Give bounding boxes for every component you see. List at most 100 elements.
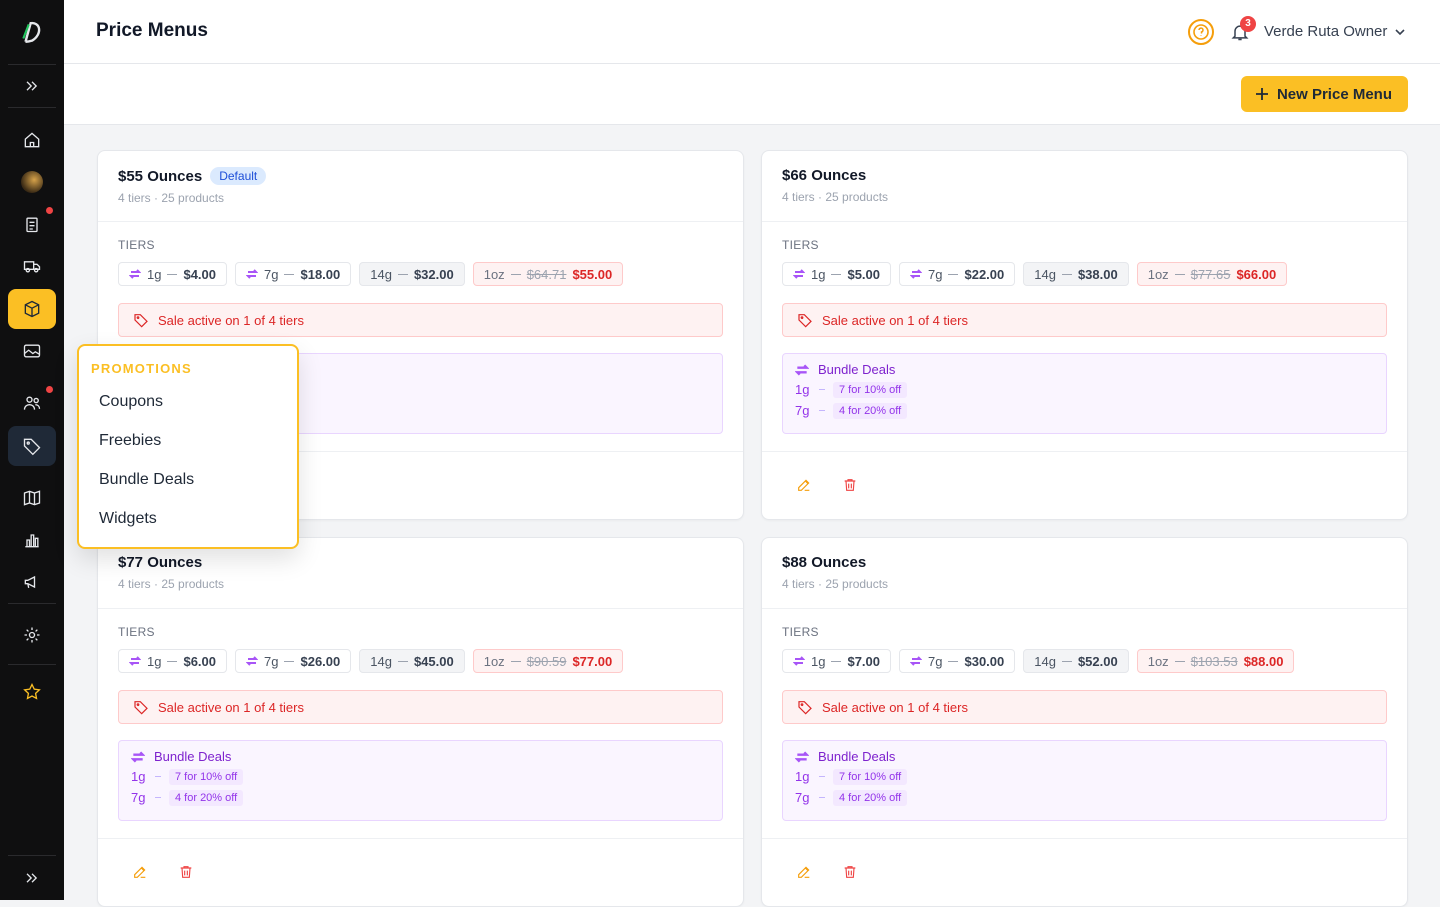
tier-price: $26.00 xyxy=(300,653,341,669)
bundle-deal: 7g 4 for 20% off xyxy=(131,789,710,806)
sale-notice: Sale active on 1 of 4 tiers xyxy=(782,303,1387,337)
menu-name: $55 Ounces xyxy=(118,168,203,185)
edit-button[interactable] xyxy=(796,864,812,885)
nav-settings[interactable] xyxy=(8,615,56,655)
new-price-menu-button[interactable]: New Price Menu xyxy=(1240,76,1408,112)
card-header: $88 Ounces 4 tiers · 25 products xyxy=(762,538,1407,609)
bundle-title: Bundle Deals xyxy=(818,362,896,377)
tier-size: 7g xyxy=(264,653,279,669)
tier-size: 14g xyxy=(370,653,392,669)
tier-size: 14g xyxy=(370,266,392,282)
sale-notice: Sale active on 1 of 4 tiers xyxy=(118,303,723,337)
arrow xyxy=(819,797,825,798)
deal-text: 4 for 20% off xyxy=(169,789,244,806)
logo[interactable] xyxy=(8,12,56,52)
card-actions xyxy=(98,839,743,885)
bundle-deal: 7g 4 for 20% off xyxy=(795,402,1374,419)
tier-chip: 1g $4.00 xyxy=(118,262,228,286)
menu-item[interactable]: Freebies xyxy=(99,432,162,449)
tier-price: $38.00 xyxy=(1077,266,1118,282)
button-label: New Price Menu xyxy=(1276,85,1392,103)
nav-promotions[interactable] xyxy=(8,426,56,466)
nav-delivery[interactable] xyxy=(8,246,56,286)
user-name[interactable]: Verde Ruta Owner xyxy=(1264,23,1388,40)
nav-favorites[interactable] xyxy=(8,672,56,712)
card-actions xyxy=(762,452,1407,498)
deal-size: 7g xyxy=(131,790,146,805)
menu-meta: 4 tiers · 25 products xyxy=(118,577,225,591)
tier-chip: 7g $26.00 xyxy=(235,649,352,673)
tier-chip: 14g $32.00 xyxy=(359,262,465,286)
deal-size: 1g xyxy=(795,769,810,784)
expand[interactable] xyxy=(8,66,56,106)
nav-media[interactable] xyxy=(8,331,56,371)
tier-chip: 7g $30.00 xyxy=(899,649,1016,673)
original-price: $77.65 xyxy=(1190,266,1231,282)
sale-price: $77.00 xyxy=(572,653,613,669)
tiers-label: TIERS xyxy=(118,238,155,252)
tier-price: $6.00 xyxy=(183,653,217,669)
arrow xyxy=(819,389,825,390)
user-menu-chevron[interactable] xyxy=(1394,26,1406,38)
separator xyxy=(510,273,521,275)
nav-orders[interactable] xyxy=(8,204,56,244)
collapse[interactable] xyxy=(8,858,56,898)
card-body: TIERS 1g $6.00 7g $26.00 14g $45.00 1oz $90.59 $7… xyxy=(98,609,743,839)
tier-size: 1oz xyxy=(483,653,505,669)
edit-button[interactable] xyxy=(132,864,148,885)
tier-size: 1oz xyxy=(1147,266,1169,282)
deal-text: 7 for 10% off xyxy=(169,768,244,785)
separator xyxy=(948,660,959,662)
tier-size: 14g xyxy=(1034,653,1056,669)
price-menu-card: $77 Ounces 4 tiers · 25 products TIERS 1g $6… xyxy=(97,537,744,907)
sale-text: Sale active on 1 of 4 tiers xyxy=(822,699,968,715)
delete-button[interactable] xyxy=(842,477,858,498)
sale-price: $66.00 xyxy=(1236,266,1277,282)
deal-size: 7g xyxy=(795,790,810,805)
tier-list: 1g $7.00 7g $30.00 14g $52.00 1oz $103.53 $88.00 xyxy=(782,649,1387,673)
delete-button[interactable] xyxy=(178,864,194,885)
separator xyxy=(397,660,408,662)
nav-catalog[interactable] xyxy=(8,478,56,518)
separator xyxy=(510,660,521,662)
tier-list: 1g $5.00 7g $22.00 14g $38.00 1oz $77.65 $66.00 xyxy=(782,262,1387,286)
bundle-title: Bundle Deals xyxy=(818,749,896,764)
nav-reports[interactable] xyxy=(8,520,56,560)
tier-chip: 14g $52.00 xyxy=(1023,649,1129,673)
tier-size: 7g xyxy=(928,266,943,282)
tier-chip: 1g $5.00 xyxy=(782,262,892,286)
sale-text: Sale active on 1 of 4 tiers xyxy=(158,312,304,328)
bundle-deal: 1g 7 for 10% off xyxy=(795,768,1374,785)
deal-text: 4 for 20% off xyxy=(833,402,908,419)
menu-item[interactable]: Bundle Deals xyxy=(99,471,195,488)
nav-store[interactable] xyxy=(8,162,56,202)
tiers-label: TIERS xyxy=(782,238,819,252)
menu-name: $77 Ounces xyxy=(118,554,203,571)
bundle-deal: 1g 7 for 10% off xyxy=(795,381,1374,398)
card-header: $55 Ounces Default 4 tiers · 25 products xyxy=(98,151,743,222)
arrow xyxy=(155,776,161,777)
tier-chip: 7g $22.00 xyxy=(899,262,1016,286)
nav-products[interactable] xyxy=(8,289,56,329)
menu-name: $66 Ounces xyxy=(782,167,867,184)
sidebar xyxy=(0,0,64,900)
separator xyxy=(397,273,408,275)
tier-chip: 1oz $103.53 $88.00 xyxy=(1136,649,1295,673)
nav-customers[interactable] xyxy=(8,383,56,423)
delete-button[interactable] xyxy=(842,864,858,885)
default-badge: Default xyxy=(210,167,267,185)
promotions-menu: PROMOTIONS Coupons Freebies Bundle Deals Wi… xyxy=(77,344,299,549)
nav-marketing[interactable] xyxy=(8,562,56,602)
card-header: $66 Ounces 4 tiers · 25 products xyxy=(762,151,1407,222)
bundle-title: Bundle Deals xyxy=(154,749,232,764)
menu-item[interactable]: Widgets xyxy=(99,510,157,527)
edit-button[interactable] xyxy=(796,477,812,498)
help-button[interactable] xyxy=(1187,18,1215,46)
tier-price: $45.00 xyxy=(413,653,454,669)
menu-item[interactable]: Coupons xyxy=(99,393,164,410)
tier-price: $4.00 xyxy=(183,266,217,282)
arrow xyxy=(155,797,161,798)
nav-home[interactable] xyxy=(8,120,56,160)
tier-size: 1g xyxy=(811,266,826,282)
